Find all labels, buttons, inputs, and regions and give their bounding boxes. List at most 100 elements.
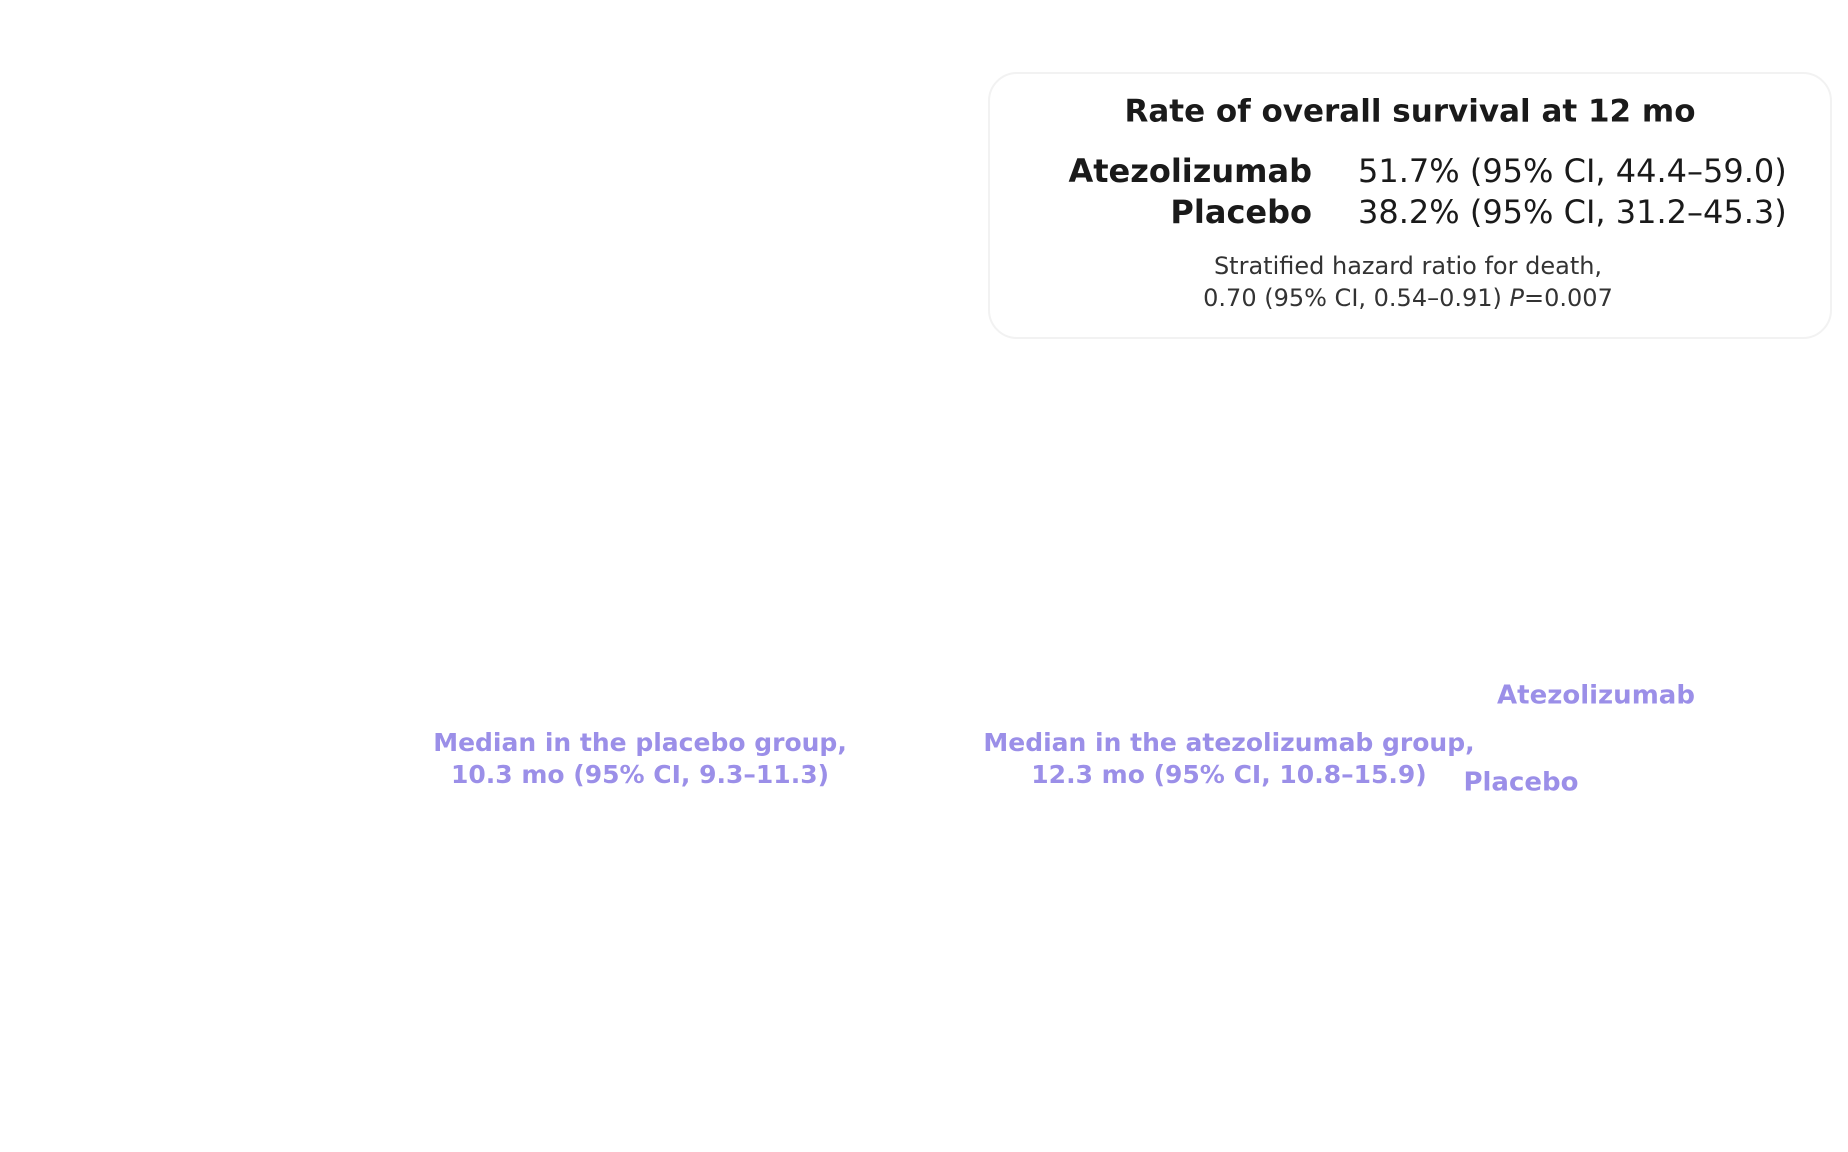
x-tick-label: 4	[423, 859, 438, 887]
y-tick-label: 90	[107, 226, 138, 254]
risk-value: 46	[1305, 1049, 1338, 1079]
x-tick-label: 15	[1174, 859, 1205, 887]
median-annotation: Median in the placebo group,	[433, 728, 847, 757]
y-tick-label: 40	[107, 553, 138, 581]
series-label: Atezolizumab	[1497, 681, 1695, 711]
risk-value: 201	[289, 1049, 339, 1079]
risk-value: 150	[721, 1087, 771, 1117]
median-annotation: Median in the atezolizumab group,	[983, 728, 1474, 757]
summary-box	[988, 72, 1832, 339]
x-tick-label: 1	[215, 859, 230, 887]
x-tick-label: 24	[1796, 859, 1827, 887]
risk-value: 180	[577, 1049, 627, 1079]
risk-value: 171	[649, 1087, 699, 1117]
risk-value: 186	[505, 1087, 555, 1117]
p-label: P	[1510, 284, 1525, 312]
x-tick-label: 9	[768, 859, 783, 887]
x-tick-label: 16	[1243, 859, 1274, 887]
risk-value: 27	[1305, 1087, 1338, 1117]
risk-value: 2	[1745, 1049, 1762, 1079]
risk-value: 3	[1673, 1049, 1690, 1079]
risk-value: 8	[1601, 1049, 1618, 1079]
x-tick-label: 7	[630, 859, 645, 887]
x-tick-label: 20	[1520, 859, 1551, 887]
risk-value: 194	[361, 1087, 411, 1117]
x-tick-label: 0	[146, 859, 161, 887]
x-tick-label: 22	[1658, 859, 1689, 887]
series-label: Placebo	[1463, 768, 1578, 798]
x-axis-label: Months	[947, 934, 1072, 969]
risk-value: 21	[1377, 1087, 1410, 1117]
y-tick-label: 70	[107, 357, 138, 385]
risk-row-name: Placebo	[89, 1087, 204, 1117]
risk-value: 92	[1089, 1049, 1122, 1079]
risk-value: 183	[577, 1087, 627, 1117]
summary-row-value: 51.7% (95% CI, 44.4–59.0)	[1358, 152, 1787, 190]
summary-note: Stratified hazard ratio for death,	[1214, 252, 1602, 280]
x-tick-label: 21	[1589, 859, 1620, 887]
risk-value: 202	[289, 1087, 339, 1117]
x-tick-label: 8	[699, 859, 714, 887]
risk-row-name: Atezolizumab	[89, 1049, 287, 1079]
risk-value: 74	[1161, 1049, 1194, 1079]
x-tick-label: 18	[1381, 859, 1412, 887]
risk-value: 58	[1233, 1049, 1266, 1079]
risk-title: No. at Risk	[89, 992, 262, 1025]
risk-value: 142	[793, 1049, 843, 1079]
x-tick-label: 17	[1312, 859, 1343, 887]
x-tick-label: 2	[284, 859, 299, 887]
x-tick-label: 3	[353, 859, 368, 887]
y-tick-label: 60	[107, 422, 138, 450]
risk-value: 11	[1521, 1049, 1554, 1079]
risk-value: 2	[1817, 1087, 1834, 1117]
risk-value: 187	[433, 1049, 483, 1079]
risk-value: 8	[1529, 1087, 1546, 1117]
x-tick-label: 11	[898, 859, 929, 887]
risk-value: 21	[1449, 1049, 1482, 1079]
risk-value: 191	[361, 1049, 411, 1079]
p-value: =0.007	[1524, 284, 1613, 312]
risk-value: 2	[1745, 1087, 1762, 1117]
risk-value: 174	[649, 1049, 699, 1079]
y-axis-label: Patients who survived (%)	[16, 307, 51, 698]
x-tick-label: 19	[1451, 859, 1482, 887]
risk-value: 96	[1017, 1087, 1050, 1117]
x-tick-label: 12	[967, 859, 998, 887]
x-tick-label: 5	[492, 859, 507, 887]
risk-value: 182	[505, 1049, 555, 1079]
x-tick-label: 14	[1105, 859, 1136, 887]
x-tick-label: 10	[829, 859, 860, 887]
risk-value: 138	[793, 1087, 843, 1117]
risk-value: 13	[1449, 1087, 1482, 1117]
risk-value: 159	[721, 1049, 771, 1079]
risk-value: 59	[1161, 1087, 1194, 1117]
y-tick-label: 0	[123, 815, 138, 843]
risk-value: 108	[1009, 1049, 1059, 1079]
x-tick-label: 13	[1036, 859, 1067, 887]
median-annotation: 10.3 mo (95% CI, 9.3–11.3)	[451, 760, 829, 789]
summary-title: Rate of overall survival at 12 mo	[1124, 94, 1695, 130]
y-tick-label: 80	[107, 291, 138, 319]
risk-value: 81	[1089, 1087, 1122, 1117]
risk-value: 189	[433, 1087, 483, 1117]
summary-row-name: Placebo	[1170, 193, 1312, 231]
risk-value: 3	[1673, 1087, 1690, 1117]
x-tick-label: 6	[561, 859, 576, 887]
risk-value: 33	[1377, 1049, 1410, 1079]
risk-value: 121	[865, 1087, 915, 1117]
y-tick-label: 100	[92, 160, 138, 188]
y-tick-label: 10	[107, 750, 138, 778]
risk-value: 3	[1601, 1087, 1618, 1117]
risk-value: 121	[937, 1049, 987, 1079]
hr-text: 0.70 (95% CI, 0.54–0.91)	[1203, 284, 1502, 312]
summary-hr: 0.70 (95% CI, 0.54–0.91) P=0.007	[1203, 284, 1613, 312]
y-tick-label: 50	[107, 488, 138, 516]
median-annotation: 12.3 mo (95% CI, 10.8–15.9)	[1031, 760, 1426, 789]
summary-row-value: 38.2% (95% CI, 31.2–45.3)	[1358, 193, 1787, 231]
y-tick-label: 30	[107, 619, 138, 647]
x-tick-label: 23	[1727, 859, 1758, 887]
risk-value: 111	[937, 1087, 987, 1117]
summary-row-name: Atezolizumab	[1068, 152, 1312, 190]
